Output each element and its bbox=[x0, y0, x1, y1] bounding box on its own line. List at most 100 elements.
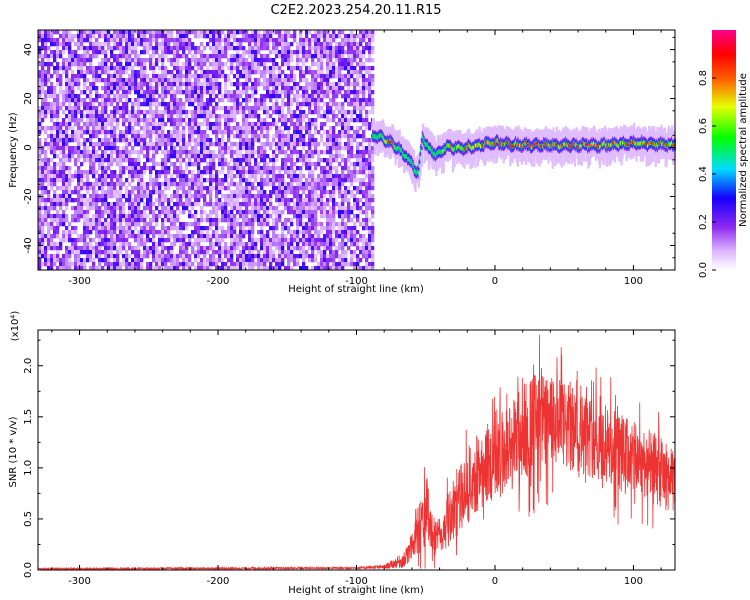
spectrogram-cell bbox=[245, 142, 249, 147]
spectrogram-cell bbox=[308, 234, 312, 239]
spectrogram-cell bbox=[86, 258, 90, 263]
spectrogram-cell bbox=[191, 214, 195, 219]
spectrogram-cell bbox=[185, 122, 189, 127]
spectrogram-cell bbox=[224, 198, 228, 203]
spectrogram-cell bbox=[62, 262, 66, 267]
spectrogram-cell bbox=[299, 230, 303, 235]
spectrogram-cell bbox=[149, 110, 153, 115]
spectrogram-cell bbox=[104, 238, 108, 243]
spectrogram-cell bbox=[278, 142, 282, 147]
spectrogram-cell bbox=[332, 66, 336, 71]
spectrogram-cell bbox=[290, 254, 294, 259]
spectrogram-cell bbox=[56, 78, 60, 83]
spectrogram-cell bbox=[170, 262, 174, 267]
spectrogram-cell bbox=[107, 154, 111, 159]
spectrogram-cell bbox=[116, 258, 120, 263]
spectrogram-cell bbox=[233, 94, 237, 99]
spectrogram-cell bbox=[131, 130, 135, 135]
spectrogram-cell bbox=[305, 154, 309, 159]
spectrogram-cell bbox=[164, 78, 168, 83]
spectrogram-cell bbox=[77, 262, 81, 267]
spectrogram-cell bbox=[182, 126, 186, 131]
spectrogram-cell bbox=[158, 250, 162, 255]
spectrogram-cell bbox=[266, 82, 270, 87]
spectrogram-cell bbox=[341, 94, 345, 99]
spectrogram-cell bbox=[140, 66, 144, 71]
spectrogram-cell bbox=[77, 158, 81, 163]
spectrogram-cell bbox=[251, 62, 255, 67]
spectrogram-cell bbox=[71, 38, 75, 43]
spectrogram-cell bbox=[218, 82, 222, 87]
spectrogram-cell bbox=[86, 154, 90, 159]
spectrogram-cell bbox=[116, 194, 120, 199]
spectrogram-cell bbox=[146, 98, 150, 103]
spectrogram-cell bbox=[263, 258, 267, 263]
spectrogram-cell bbox=[248, 194, 252, 199]
spectrogram-cell bbox=[305, 94, 309, 99]
spectrogram-cell bbox=[101, 250, 105, 255]
spectrogram-cell bbox=[221, 250, 225, 255]
spectrogram-cell bbox=[176, 190, 180, 195]
spectrogram-cell bbox=[314, 234, 318, 239]
spectrogram-cell bbox=[293, 190, 297, 195]
spectrogram-cell bbox=[299, 158, 303, 163]
spectrogram-cell bbox=[179, 138, 183, 143]
spectrogram-cell bbox=[302, 50, 306, 55]
spectrogram-cell bbox=[284, 250, 288, 255]
spectrogram-cell bbox=[53, 194, 57, 199]
spectrogram-cell bbox=[287, 62, 291, 67]
spectrogram-cell bbox=[290, 266, 294, 271]
spectrogram-cell bbox=[230, 114, 234, 119]
spectrogram-cell bbox=[224, 126, 228, 131]
spectrogram-cell bbox=[149, 194, 153, 199]
spectrogram-cell bbox=[101, 190, 105, 195]
spectrogram-cell bbox=[236, 142, 240, 147]
spectrogram-cell bbox=[200, 122, 204, 127]
spectrogram-cell bbox=[98, 34, 102, 39]
spectrogram-cell bbox=[167, 142, 171, 147]
spectrogram-cell bbox=[131, 166, 135, 171]
spectrogram-cell bbox=[212, 218, 216, 223]
spectrogram-cell bbox=[275, 166, 279, 171]
spectrogram-cell bbox=[221, 234, 225, 239]
spectrogram-cell bbox=[80, 98, 84, 103]
spectrogram-cell bbox=[182, 246, 186, 251]
spectrogram-cell bbox=[188, 126, 192, 131]
spectrogram-cell bbox=[140, 174, 144, 179]
spectrogram-cell bbox=[53, 178, 57, 183]
spectrogram-cell bbox=[245, 122, 249, 127]
spectrogram-cell bbox=[326, 174, 330, 179]
spectrogram-cell bbox=[122, 262, 126, 267]
spectrogram-cell bbox=[245, 154, 249, 159]
spectrogram-cell bbox=[302, 242, 306, 247]
spectrogram-cell bbox=[197, 102, 201, 107]
spectrogram-cell bbox=[287, 198, 291, 203]
spectrogram-cell bbox=[143, 34, 147, 39]
spectrogram-cell bbox=[320, 54, 324, 59]
spectrogram-cell bbox=[47, 170, 51, 175]
spectrogram-cell bbox=[209, 170, 213, 175]
spectrogram-cell bbox=[179, 158, 183, 163]
spectrogram-cell bbox=[281, 46, 285, 51]
spectrogram-cell bbox=[71, 230, 75, 235]
spectrogram-cell bbox=[68, 62, 72, 67]
spectrogram-cell bbox=[308, 94, 312, 99]
spectrogram-cell bbox=[182, 146, 186, 151]
spectrogram-cell bbox=[74, 266, 78, 271]
spectrogram-cell bbox=[224, 162, 228, 167]
spectrogram-cell bbox=[176, 194, 180, 199]
spectrogram-cell bbox=[47, 210, 51, 215]
spectrogram-cell bbox=[170, 194, 174, 199]
spectrogram-cell bbox=[266, 178, 270, 183]
spectrogram-cell bbox=[212, 74, 216, 79]
spectrogram-cell bbox=[191, 138, 195, 143]
spectrogram-cell bbox=[155, 130, 159, 135]
spectrogram-cell bbox=[332, 266, 336, 271]
spectrogram-cell bbox=[107, 86, 111, 91]
spectrogram-cell bbox=[107, 214, 111, 219]
spectrogram-cell bbox=[41, 166, 45, 171]
spectrogram-cell bbox=[191, 30, 195, 35]
spectrogram-cell bbox=[314, 106, 318, 111]
spectrogram-cell bbox=[353, 178, 357, 183]
spectrogram-cell bbox=[47, 90, 51, 95]
